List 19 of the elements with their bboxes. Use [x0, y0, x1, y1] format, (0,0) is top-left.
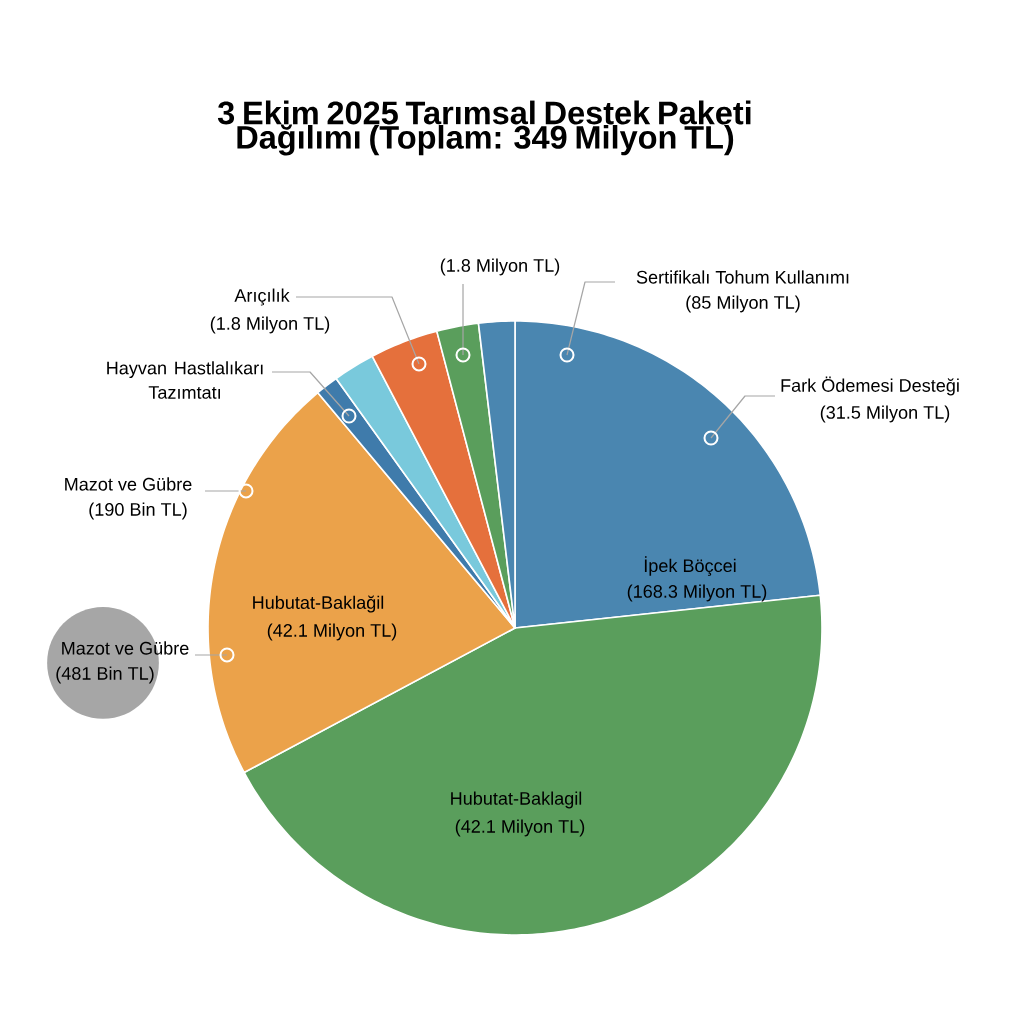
text: (1.8 Milyon TL): [210, 316, 330, 334]
text: (190 Bin TL): [89, 502, 187, 520]
text: (42.1 Milyon TL): [267, 623, 397, 641]
text: (1.8 Milyon TL): [440, 258, 560, 276]
text: (481 Bin TL): [56, 666, 154, 684]
text: İpek Böçcei: [644, 556, 736, 576]
text: Mazot ve Gübre: [62, 641, 189, 655]
text: Mazot ve Gübre: [65, 477, 192, 491]
slice-label: Sertifikalı Tohum Kullanımı: [636, 270, 849, 284]
text: (85 Milyon TL): [686, 295, 800, 313]
slice-label: Hubutat-Baklagil: [451, 791, 582, 809]
text: (42.1 Milyon TL): [455, 819, 585, 837]
slice-label: Arıçılık: [234, 288, 290, 306]
text: Fark Ödemesi Desteği: [781, 376, 959, 396]
chart-title: 3 Ekim 2025 Tarımsal Destek Paketi Dağılımı (Toplam: 349 Milyon TL): [217, 100, 751, 156]
text: (168.3 Milyon TL): [627, 584, 767, 602]
slice-label: Hayvan Hastlalıkarı Tazımtatı: [107, 361, 263, 399]
text: (31.5 Milyon TL): [820, 405, 950, 423]
slice-label: Hubutat-Baklağil: [253, 595, 384, 613]
